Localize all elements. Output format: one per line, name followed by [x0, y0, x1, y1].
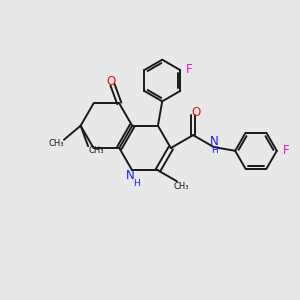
Text: H: H	[133, 179, 140, 188]
Text: CH₃: CH₃	[173, 182, 188, 191]
Text: F: F	[282, 144, 289, 157]
Text: H: H	[211, 146, 218, 155]
Text: N: N	[210, 135, 219, 148]
Text: CH₃: CH₃	[48, 139, 64, 148]
Text: CH₃: CH₃	[88, 146, 104, 155]
Text: F: F	[186, 63, 193, 76]
Text: O: O	[106, 75, 115, 88]
Text: O: O	[191, 106, 201, 119]
Text: N: N	[126, 169, 135, 182]
